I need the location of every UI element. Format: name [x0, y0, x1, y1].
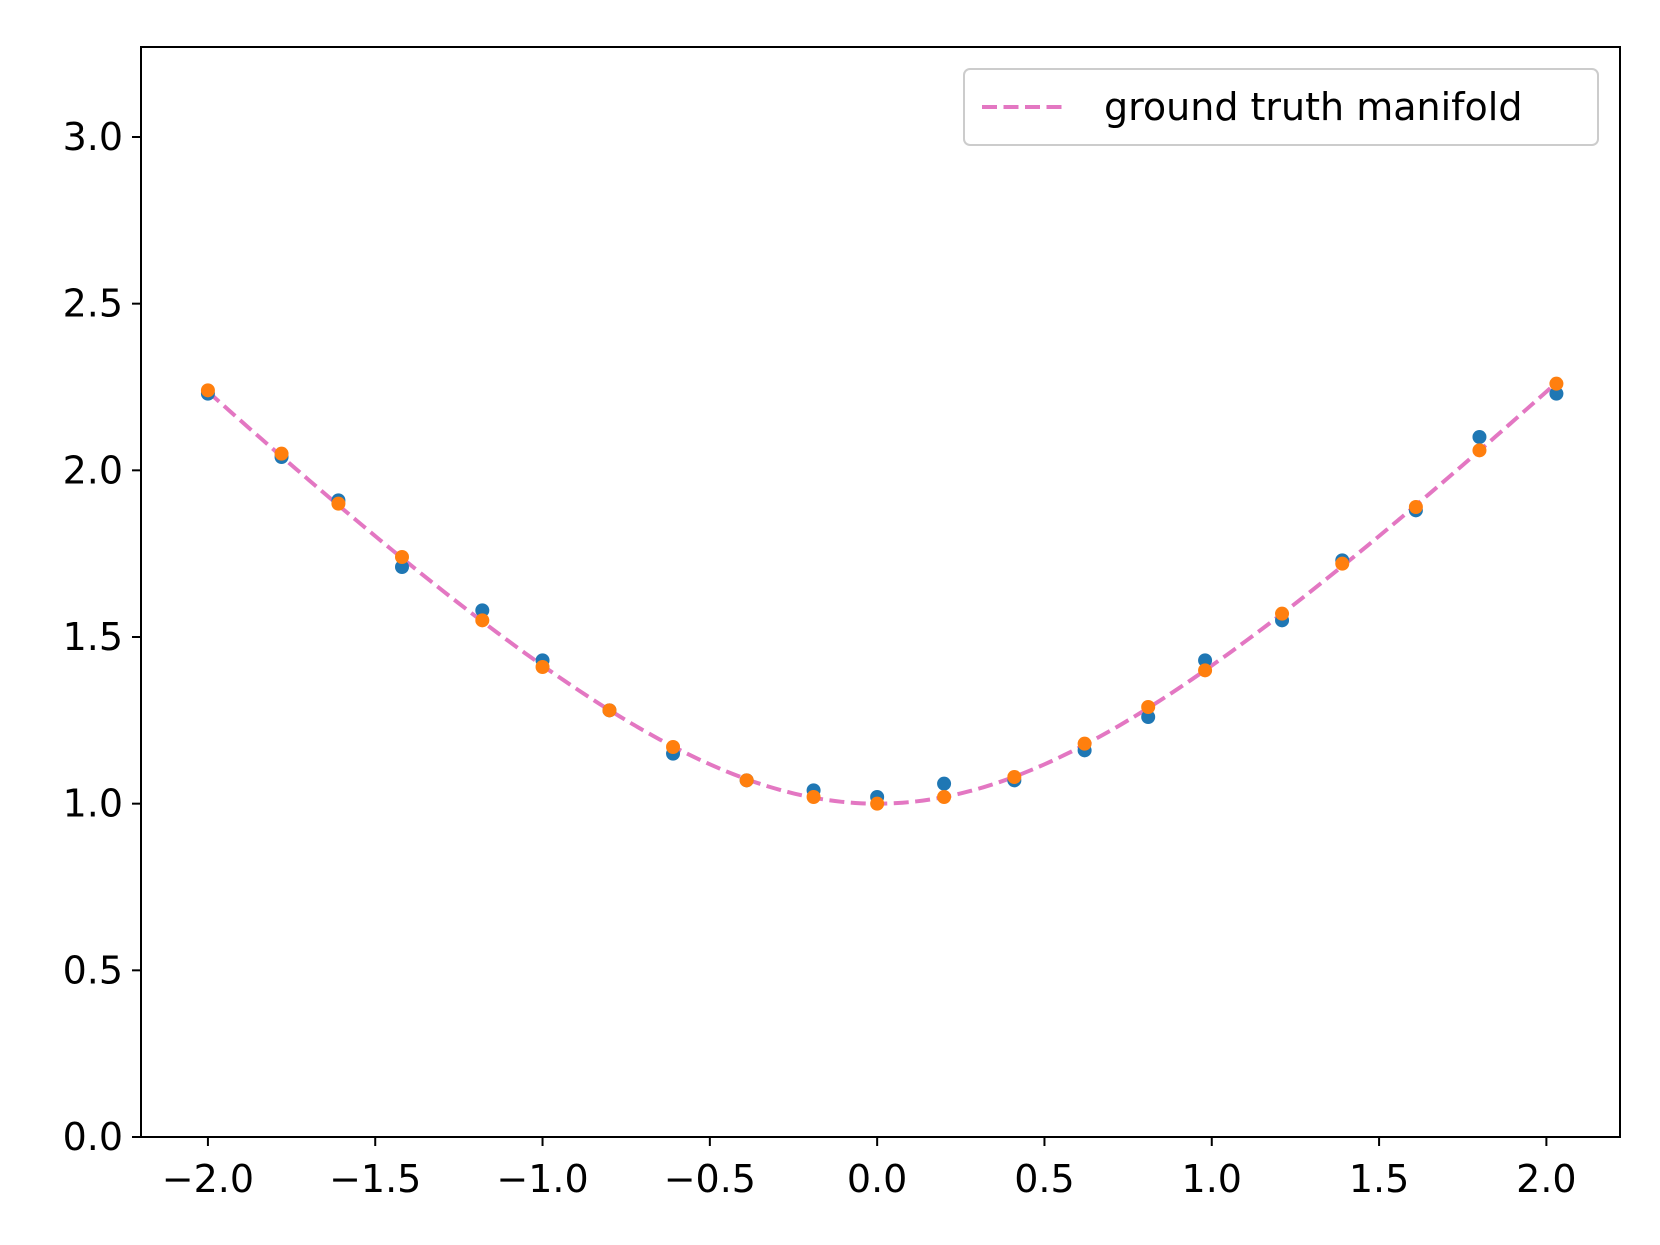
series-2-point [1549, 376, 1564, 391]
series-2-point [739, 773, 754, 788]
x-tick-label: 1.5 [1349, 1157, 1409, 1201]
x-tick-label: −1.5 [329, 1157, 421, 1201]
series-1-point [395, 560, 409, 574]
series-1-point [937, 776, 952, 791]
y-tick-label: 2.0 [63, 448, 123, 492]
series-2-point [806, 790, 821, 804]
x-tick-label: 0.5 [1014, 1157, 1074, 1201]
series-2-point [870, 796, 885, 811]
x-tick-label: −1.0 [496, 1157, 588, 1201]
legend-label: ground truth manifold [1104, 85, 1522, 129]
series-2-point [937, 790, 952, 804]
x-tick-label: 0.0 [847, 1157, 907, 1201]
legend: ground truth manifold [963, 68, 1599, 146]
series-2-point [395, 550, 409, 564]
y-tick-label: 0.5 [63, 948, 123, 992]
series-2-point [602, 703, 617, 718]
series-2-point [1335, 556, 1350, 571]
legend-box [963, 68, 1599, 146]
series-2-point [666, 740, 681, 754]
series-2-point [535, 660, 550, 674]
x-tick-label: −2.0 [162, 1157, 254, 1201]
series-2-point [1007, 770, 1022, 784]
series-1-point [1198, 653, 1213, 668]
series-2-point [200, 383, 215, 398]
y-tick-label: 1.5 [63, 615, 123, 659]
series-2-point [274, 446, 289, 461]
series-2-point [1198, 663, 1213, 678]
axes: −2.0 −1.5 −1.0 −0.5 0.0 0.5 1.0 1.5 2.0 0.0 0.5 1.0… [63, 46, 1621, 1201]
series-2-point [1472, 443, 1487, 458]
series-2-point [1275, 606, 1290, 621]
x-tick-label: −0.5 [664, 1157, 756, 1201]
series-2-point [1141, 700, 1156, 714]
series-1-point [475, 603, 490, 618]
series-1-point [1549, 386, 1564, 401]
series-2-point [475, 613, 490, 628]
series-1-point [1141, 710, 1156, 724]
series-2-point [331, 496, 346, 511]
y-tick-label: 1.0 [63, 782, 123, 826]
y-tick-label: 3.0 [63, 115, 123, 159]
plot-area [200, 376, 1564, 811]
y-tick-label: 0.0 [63, 1115, 123, 1159]
series-2-point [1408, 500, 1423, 514]
y-tick-label: 2.5 [63, 282, 123, 326]
series-1-point [1472, 430, 1487, 444]
plot-frame [140, 46, 1621, 1138]
x-tick-label: 1.0 [1182, 1157, 1242, 1201]
series-2-point [1077, 736, 1092, 751]
x-tick-label: 2.0 [1516, 1157, 1576, 1201]
